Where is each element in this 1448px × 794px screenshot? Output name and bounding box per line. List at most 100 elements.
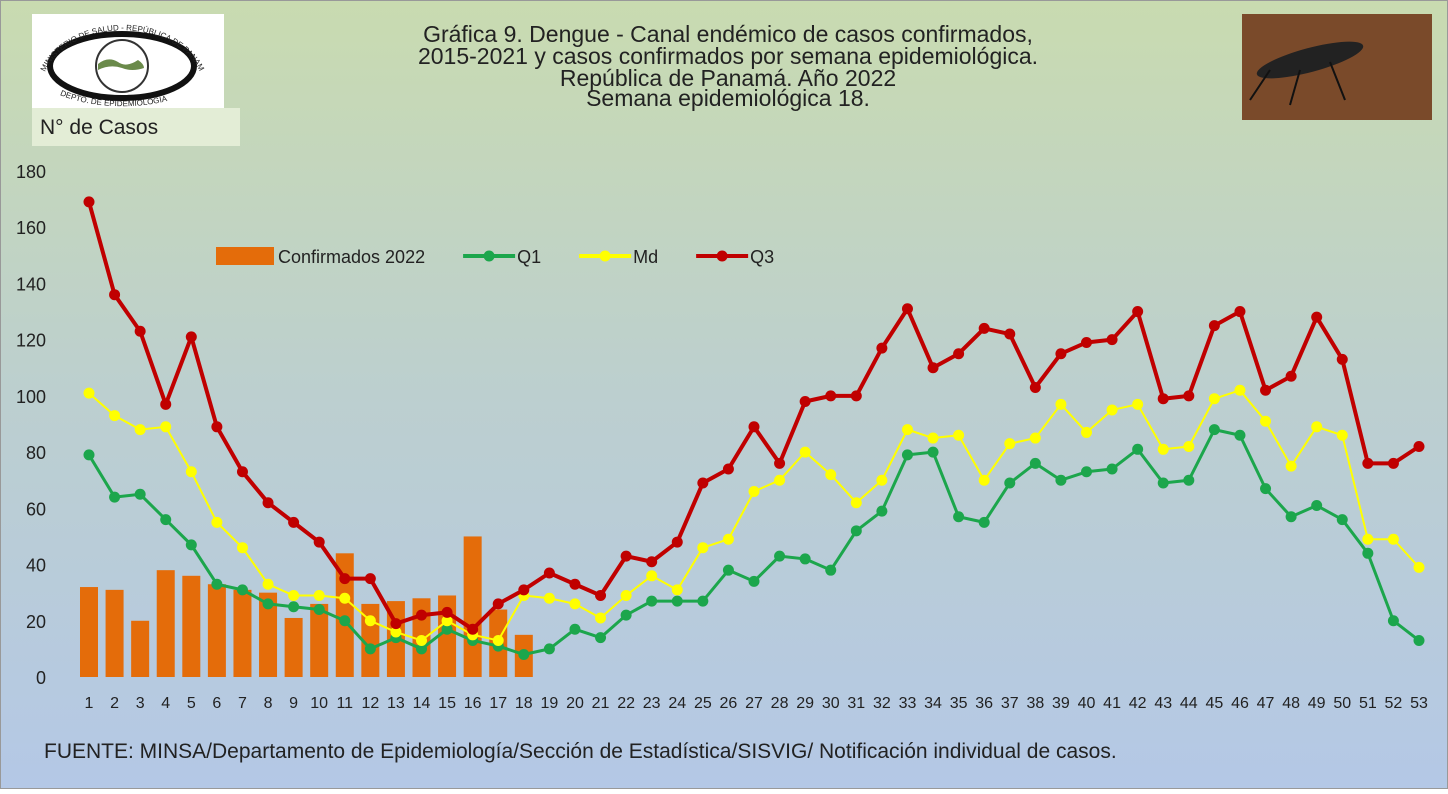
point <box>697 542 708 553</box>
point <box>902 424 913 435</box>
point <box>1362 548 1373 559</box>
y-axis-label: N° de Casos <box>40 116 158 139</box>
x-tick-label: 40 <box>1078 695 1096 712</box>
point <box>1286 371 1297 382</box>
point <box>979 475 990 486</box>
point <box>595 632 606 643</box>
x-tick-label: 25 <box>694 695 712 712</box>
x-tick-label: 29 <box>796 695 814 712</box>
point <box>1362 534 1373 545</box>
x-tick-label: 10 <box>310 695 328 712</box>
point <box>1107 463 1118 474</box>
x-tick-label: 53 <box>1410 695 1428 712</box>
bar <box>106 590 124 677</box>
x-tick-label: 2 <box>110 695 119 712</box>
x-tick-label: 4 <box>161 695 170 712</box>
x-tick-label: 50 <box>1333 695 1351 712</box>
point <box>1158 393 1169 404</box>
point <box>339 573 350 584</box>
point <box>288 601 299 612</box>
point <box>493 598 504 609</box>
point <box>390 618 401 629</box>
point <box>621 590 632 601</box>
point <box>749 576 760 587</box>
point <box>263 598 274 609</box>
x-tick-label: 37 <box>1001 695 1019 712</box>
point <box>339 615 350 626</box>
x-tick-label: 17 <box>489 695 507 712</box>
x-tick-label: 32 <box>873 695 891 712</box>
point <box>1388 458 1399 469</box>
legend-swatch <box>484 251 495 262</box>
point <box>800 396 811 407</box>
x-tick-label: 5 <box>187 695 196 712</box>
point <box>1004 329 1015 340</box>
point <box>595 590 606 601</box>
point <box>1311 500 1322 511</box>
point <box>621 610 632 621</box>
point <box>365 573 376 584</box>
point <box>1260 416 1271 427</box>
point <box>1158 444 1169 455</box>
point <box>1260 483 1271 494</box>
chart: MINISTERIO DE SALUD - REPÚBLICA DE PANAM… <box>0 0 1448 789</box>
x-tick-label: 34 <box>924 695 942 712</box>
point <box>1260 385 1271 396</box>
x-tick-label: 51 <box>1359 695 1377 712</box>
bar <box>131 621 149 677</box>
bar <box>233 590 251 677</box>
chart-title: Semana epidemiológica 18. <box>586 85 870 111</box>
point <box>416 610 427 621</box>
point <box>186 539 197 550</box>
point <box>672 584 683 595</box>
point <box>1004 438 1015 449</box>
point <box>1132 399 1143 410</box>
x-tick-label: 11 <box>336 695 353 712</box>
point <box>1158 478 1169 489</box>
x-tick-label: 44 <box>1180 695 1198 712</box>
point <box>1337 430 1348 441</box>
x-tick-label: 16 <box>464 695 482 712</box>
point <box>237 584 248 595</box>
point <box>1055 475 1066 486</box>
y-tick-label: 60 <box>26 499 46 519</box>
point <box>1132 444 1143 455</box>
point <box>1055 399 1066 410</box>
x-tick-label: 43 <box>1154 695 1172 712</box>
point <box>544 643 555 654</box>
bar <box>285 618 303 677</box>
point <box>1030 458 1041 469</box>
y-tick-label: 160 <box>16 218 46 238</box>
point <box>723 565 734 576</box>
point <box>928 433 939 444</box>
point <box>1209 424 1220 435</box>
legend-label: Q1 <box>517 247 541 267</box>
point <box>1030 433 1041 444</box>
point <box>160 514 171 525</box>
point <box>135 326 146 337</box>
point <box>800 447 811 458</box>
point <box>1107 334 1118 345</box>
photo <box>1242 14 1432 120</box>
y-tick-label: 0 <box>36 668 46 688</box>
point <box>109 492 120 503</box>
point <box>314 537 325 548</box>
point <box>544 593 555 604</box>
point <box>1286 511 1297 522</box>
point <box>902 303 913 314</box>
point <box>646 570 657 581</box>
y-tick-label: 180 <box>16 162 46 182</box>
legend-label: Confirmados 2022 <box>278 247 425 267</box>
x-tick-label: 6 <box>212 695 221 712</box>
point <box>1414 562 1425 573</box>
point <box>1004 478 1015 489</box>
point <box>928 447 939 458</box>
point <box>365 615 376 626</box>
point <box>876 475 887 486</box>
x-tick-label: 47 <box>1257 695 1275 712</box>
point <box>1337 514 1348 525</box>
x-tick-label: 26 <box>720 695 738 712</box>
point <box>339 593 350 604</box>
x-tick-label: 14 <box>413 695 431 712</box>
x-tick-label: 30 <box>822 695 840 712</box>
